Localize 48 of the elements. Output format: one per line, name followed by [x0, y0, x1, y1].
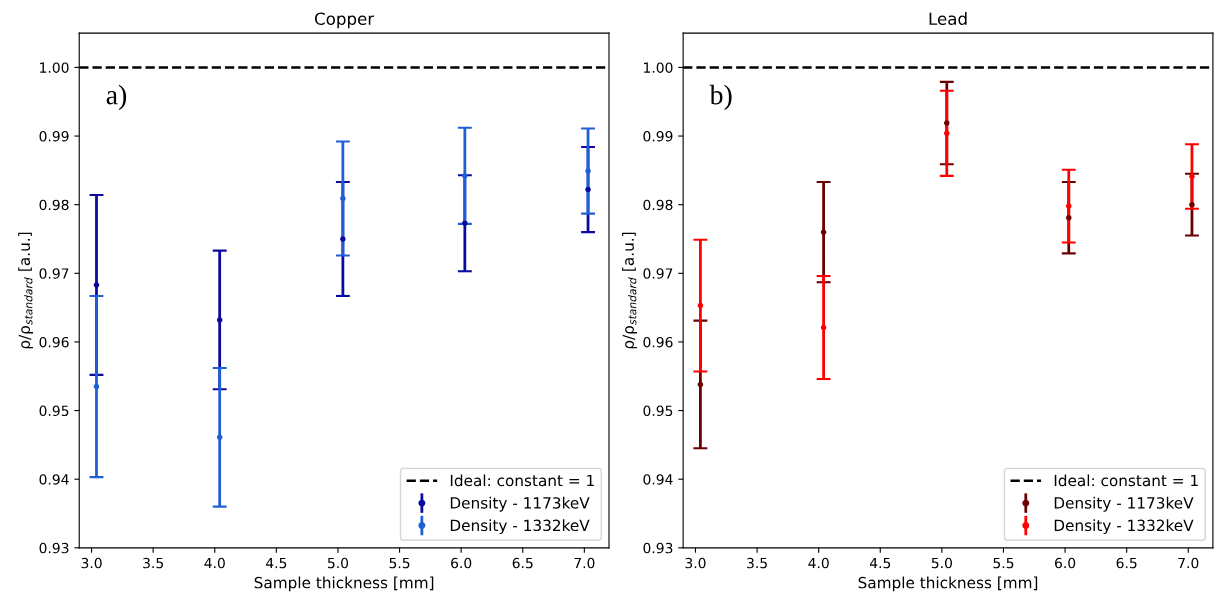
- y-tick-label: 0.94: [39, 474, 69, 485]
- x-tick-label: 5.0: [327, 557, 349, 569]
- x-tick-label: 6.0: [451, 557, 472, 569]
- x-tick-label: 7.0: [1178, 557, 1199, 569]
- y-axis-title: ρ/ρ$_{standard}$ [a.u.]: [622, 232, 637, 349]
- y-tick-label: 0.97: [39, 268, 69, 279]
- x-tick-label: 7.0: [574, 557, 595, 569]
- y-tick-label: 0.93: [643, 542, 673, 554]
- y-tick-label: 0.94: [643, 474, 673, 485]
- y-tick-label: 0.95: [643, 405, 673, 417]
- chart-title: Lead: [929, 12, 967, 26]
- y-tick-label: 0.99: [643, 131, 673, 142]
- x-tick-label: 4.5: [869, 557, 891, 569]
- x-axis-title: Sample thickness [mm]: [254, 576, 434, 592]
- legend-label: Density - 1173keV: [450, 496, 590, 512]
- annotation: b): [709, 84, 732, 111]
- x-tick-label: 6.5: [1116, 557, 1137, 569]
- y-tick-label: 1.00: [40, 62, 69, 73]
- legend-label: Ideal: constant = 1: [1054, 474, 1198, 487]
- x-tick-label: 6.0: [1054, 557, 1076, 569]
- x-tick-label: 3.0: [81, 557, 102, 569]
- x-tick-label: 6.5: [512, 557, 533, 569]
- legend-label: Density - 1332keV: [450, 519, 590, 535]
- x-tick-label: 3.5: [747, 557, 767, 569]
- y-tick-label: 0.95: [39, 405, 69, 417]
- y-tick-label: 0.96: [643, 336, 673, 348]
- x-tick-label: 5.5: [389, 557, 410, 569]
- x-tick-label: 4.0: [808, 557, 829, 569]
- y-tick-label: 0.98: [643, 199, 673, 211]
- x-tick-label: 4.5: [265, 557, 287, 569]
- x-axis-title: Sample thickness [mm]: [858, 576, 1038, 592]
- y-tick-label: 0.98: [39, 199, 69, 211]
- y-tick-label: 0.97: [643, 268, 673, 279]
- x-tick-label: 3.5: [143, 557, 163, 569]
- legend-label: Ideal: constant = 1: [450, 474, 594, 487]
- x-tick-label: 5.0: [931, 557, 952, 569]
- x-tick-label: 3.0: [685, 557, 706, 569]
- legend-label: Density - 1332keV: [1054, 519, 1194, 535]
- x-tick-label: 4.0: [204, 557, 225, 569]
- x-tick-label: 5.5: [993, 557, 1014, 569]
- y-axis-title: ρ/ρ$_{standard}$ [a.u.]: [18, 232, 33, 349]
- y-tick-label: 0.99: [39, 131, 69, 142]
- y-tick-label: 0.96: [39, 336, 69, 348]
- annotation: a): [106, 84, 127, 111]
- y-tick-label: 0.93: [39, 542, 69, 554]
- legend-label: Density - 1173keV: [1054, 496, 1194, 512]
- chart-title: Copper: [314, 12, 375, 29]
- y-tick-label: 1.00: [644, 62, 673, 73]
